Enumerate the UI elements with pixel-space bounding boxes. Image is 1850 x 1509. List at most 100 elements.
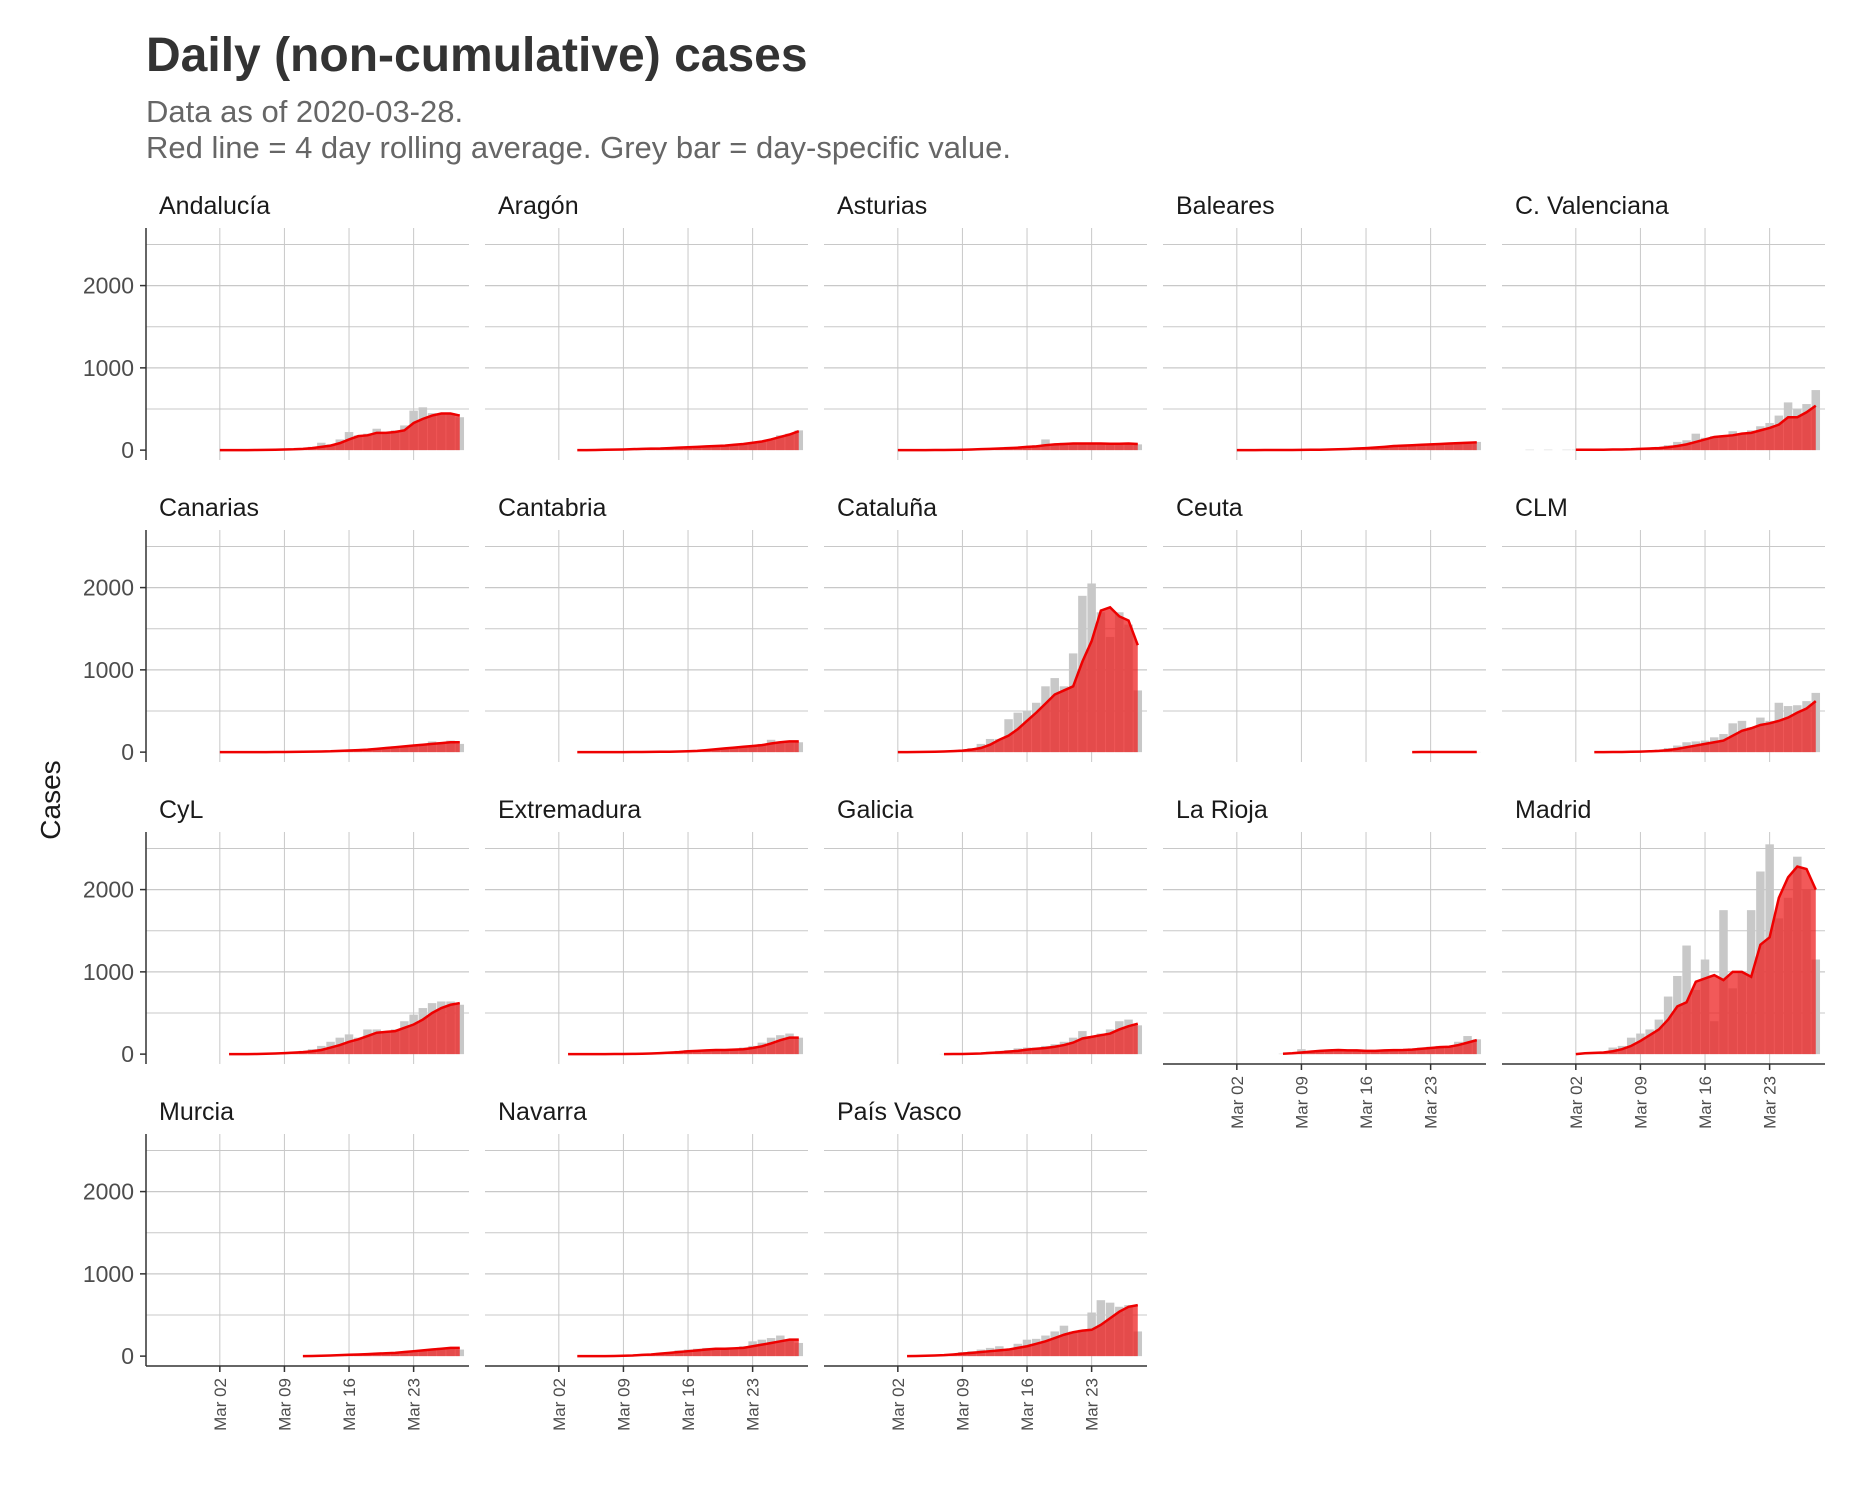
y-tick-label: 0 <box>121 437 134 463</box>
area-series <box>219 742 460 753</box>
y-tick-label: 1000 <box>83 657 134 683</box>
y-tick-label: 0 <box>121 739 134 765</box>
line-series <box>1282 1038 1478 1055</box>
panel-label: CyL <box>159 796 204 824</box>
panel: Cantabria <box>485 494 808 762</box>
panel-label: Andalucía <box>159 192 270 220</box>
panel: Asturias <box>824 192 1147 460</box>
area-series <box>219 413 460 451</box>
y-tick-label: 2000 <box>83 273 134 299</box>
y-axis-title: Cases <box>35 760 66 839</box>
panel: C. Valenciana <box>1502 192 1825 460</box>
y-tick-label: 0 <box>121 1041 134 1067</box>
y-tick-label: 1000 <box>83 1261 134 1287</box>
panel-label: Baleares <box>1176 192 1275 220</box>
panel: Navarra Mar 02 Mar 09 Mar 16 Mar 23 <box>485 1098 808 1431</box>
line-series <box>1236 441 1477 452</box>
line-series <box>1594 700 1817 754</box>
line-series <box>577 740 799 754</box>
bar <box>794 1037 804 1055</box>
bar <box>794 742 804 753</box>
y-tick-label: 1000 <box>83 959 134 985</box>
x-tick-label: Mar 16 <box>1696 1076 1715 1129</box>
x-tick-label: Mar 16 <box>1018 1378 1037 1431</box>
area-series <box>577 741 799 753</box>
x-tick-label: Mar 23 <box>1422 1076 1441 1129</box>
x-tick-label: Mar 16 <box>1357 1076 1376 1129</box>
x-tick-label: Mar 02 <box>550 1378 569 1431</box>
panel-label: País Vasco <box>837 1098 962 1126</box>
area-series <box>1594 701 1816 753</box>
panel-label: CLM <box>1515 494 1568 522</box>
x-tick-label: Mar 09 <box>275 1378 294 1431</box>
area-series <box>577 431 799 451</box>
area-series <box>302 1347 460 1357</box>
x-tick-label: Mar 09 <box>614 1378 633 1431</box>
line-series <box>897 442 1138 452</box>
bar <box>794 430 804 451</box>
line-series <box>577 430 800 452</box>
y-tick-label: 2000 <box>83 1179 134 1205</box>
panel-label: Extremadura <box>498 796 641 824</box>
panel: CLM <box>1502 494 1825 762</box>
panel-label: Canarias <box>159 494 259 522</box>
x-tick-label: Mar 02 <box>1567 1076 1586 1129</box>
x-tick-label: Mar 09 <box>953 1378 972 1431</box>
y-tick-label: 0 <box>121 1343 134 1369</box>
area-series <box>1236 442 1477 451</box>
line-series <box>577 1338 799 1358</box>
panel-label: Ceuta <box>1176 494 1243 522</box>
panel: Cataluña <box>824 494 1147 762</box>
panel: CyL 0 1000 2000 <box>83 796 469 1067</box>
panel: Galicia <box>824 796 1147 1064</box>
panel: Canarias 0 1000 2000 <box>83 494 469 765</box>
x-tick-label: Mar 23 <box>744 1378 763 1431</box>
panel-label: Aragón <box>498 192 579 220</box>
line-series <box>1575 404 1817 451</box>
panel-label: Navarra <box>498 1098 587 1126</box>
panel: Andalucía 0 1000 2000 <box>83 192 469 463</box>
panel: País Vasco Mar 02 Mar 09 Mar 16 Mar 23 <box>824 1098 1147 1431</box>
y-tick-label: 2000 <box>83 877 134 903</box>
panel-label: C. Valenciana <box>1515 192 1669 220</box>
panel: Madrid Mar 02 Mar 09 Mar 16 Mar 23 <box>1502 796 1825 1129</box>
y-tick-label: 2000 <box>83 575 134 601</box>
x-tick-label: Mar 23 <box>1761 1076 1780 1129</box>
area-series <box>907 1305 1138 1357</box>
area-series <box>897 607 1138 753</box>
panel: Aragón <box>485 192 808 460</box>
line-series <box>219 741 460 754</box>
panel-label: Murcia <box>159 1098 234 1126</box>
x-tick-label: Mar 02 <box>211 1378 230 1431</box>
line-series <box>302 1346 460 1358</box>
panel-label: Asturias <box>837 192 927 220</box>
area-series <box>897 443 1138 451</box>
panel-label: Madrid <box>1515 796 1591 824</box>
panel-label: Galicia <box>837 796 914 824</box>
panel-label: Cataluña <box>837 494 937 522</box>
panel-label: Cantabria <box>498 494 606 522</box>
panel: Baleares <box>1163 192 1486 460</box>
line-series <box>943 1022 1139 1056</box>
panel-label: La Rioja <box>1176 796 1268 824</box>
area-series <box>1575 405 1816 451</box>
chart-subtitle: Data as of 2020-03-28. <box>146 94 464 129</box>
chart-title: Daily (non-cumulative) cases <box>146 29 808 82</box>
panel: Extremadura <box>485 796 808 1064</box>
x-tick-label: Mar 02 <box>1228 1076 1247 1129</box>
line-series <box>907 1303 1138 1358</box>
x-tick-label: Mar 09 <box>1631 1076 1650 1129</box>
line-series <box>897 605 1139 754</box>
x-tick-label: Mar 16 <box>679 1378 698 1431</box>
area-series <box>229 1003 460 1055</box>
chart-subtitle: Red line = 4 day rolling average. Grey b… <box>146 130 1012 165</box>
line-series <box>568 1036 799 1056</box>
y-tick-label: 1000 <box>83 355 134 381</box>
line-series <box>1575 865 1817 1056</box>
x-tick-label: Mar 16 <box>340 1378 359 1431</box>
bar <box>794 1342 804 1357</box>
x-tick-label: Mar 09 <box>1292 1076 1311 1129</box>
x-tick-label: Mar 02 <box>889 1378 908 1431</box>
panel: Murcia 0 1000 2000 Mar 02 Mar 09 Mar 16 Mar 23 <box>83 1098 469 1431</box>
